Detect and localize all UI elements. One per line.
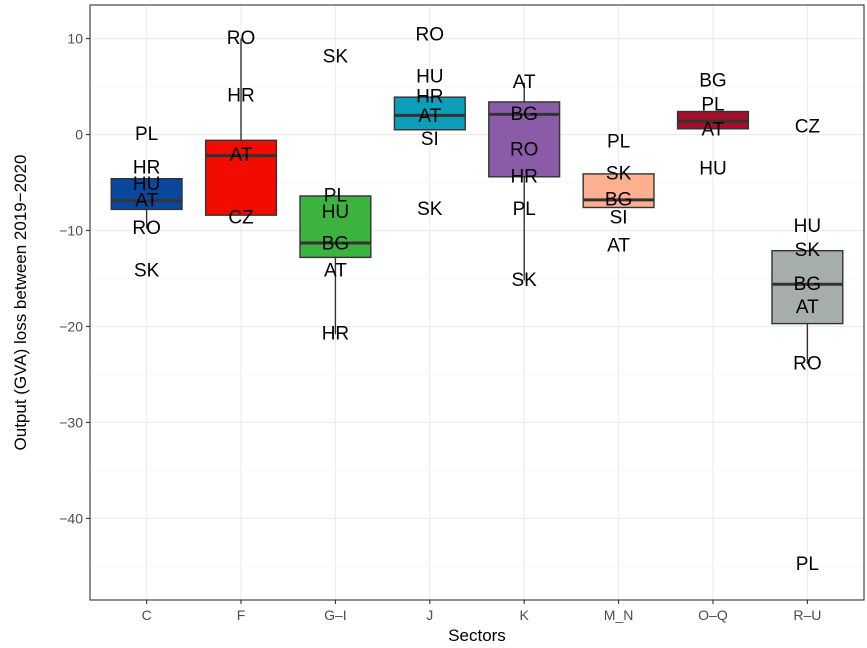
point-label-RO: RO (793, 353, 822, 374)
y-tick-label: −20 (59, 318, 83, 334)
y-tick-label: 0 (75, 127, 83, 143)
box-O–Q (676, 110, 750, 130)
point-label-CZ: CZ (228, 208, 254, 229)
point-label-HU: HU (133, 174, 160, 195)
x-tick-label: C (142, 607, 152, 623)
point-label-HR: HR (227, 86, 254, 107)
point-label-PL: PL (135, 124, 158, 145)
box-series (110, 38, 844, 364)
box-C (110, 178, 183, 229)
point-label-SI: SI (610, 208, 628, 229)
point-label-SK: SK (323, 46, 349, 67)
point-label-AT: AT (135, 190, 158, 211)
point-label-RO: RO (227, 28, 256, 49)
point-label-HU: HU (699, 159, 726, 180)
point-label-AT: AT (702, 119, 725, 140)
x-tick-label: R–U (793, 607, 821, 623)
point-label-HR: HR (510, 166, 537, 187)
box-body (299, 195, 372, 259)
point-label-RO: RO (416, 24, 445, 45)
point-label-HR: HR (322, 324, 349, 345)
y-tick-label: 10 (67, 31, 83, 47)
point-label-SK: SK (795, 240, 821, 261)
y-axis-title: Output (GVA) loss between 2019−2020 (11, 155, 30, 451)
point-label-HU: HU (322, 202, 349, 223)
x-tick-label: G–I (324, 607, 347, 623)
box-R–U (771, 249, 844, 364)
box-M_N (582, 173, 655, 209)
point-label-AT: AT (607, 235, 630, 256)
point-label-PL: PL (796, 554, 819, 575)
y-tick-label: −40 (59, 510, 83, 526)
x-axis-title: Sectors (448, 626, 506, 645)
point-label-PL: PL (701, 94, 724, 115)
box-K (488, 82, 561, 281)
box-body (393, 96, 466, 131)
plot-panel-border (89, 4, 865, 601)
box-body (771, 249, 844, 325)
point-label-SK: SK (606, 163, 632, 184)
point-label-SK: SK (512, 270, 538, 291)
x-tick-label: M_N (604, 607, 634, 623)
point-label-RO: RO (132, 218, 161, 239)
point-label-PL: PL (324, 185, 347, 206)
point-label-BG: BG (699, 70, 726, 91)
point-label-HR: HR (416, 87, 443, 108)
box-J (393, 96, 466, 131)
x-tick-label: J (426, 607, 433, 623)
point-labels: PLHRHUATROSKROHRATCZSKPLHUBGATHRROHUHRAT… (132, 24, 821, 575)
x-tick-label: F (237, 607, 246, 623)
point-label-SI: SI (421, 129, 439, 150)
grid-lines (90, 5, 864, 600)
point-label-HU: HU (416, 66, 443, 87)
point-label-HR: HR (133, 158, 160, 179)
point-label-RO: RO (510, 139, 539, 160)
point-label-AT: AT (324, 260, 347, 281)
point-label-AT: AT (796, 297, 819, 318)
box-body (204, 139, 278, 216)
x-tick-label: K (520, 607, 530, 623)
point-label-CZ: CZ (795, 116, 821, 137)
x-axis: C F G–I J K M_N O–Q R–U (142, 600, 821, 623)
point-label-BG: BG (794, 274, 821, 295)
point-label-AT: AT (230, 145, 253, 166)
point-label-PL: PL (513, 199, 536, 220)
point-label-BG: BG (322, 233, 349, 254)
point-label-SK: SK (134, 260, 160, 281)
box-F (204, 38, 278, 216)
box-body (582, 173, 655, 209)
point-label-BG: BG (605, 189, 632, 210)
x-tick-label: O–Q (698, 607, 728, 623)
box-body (110, 178, 183, 211)
point-label-AT: AT (418, 106, 441, 127)
box-G–I (299, 195, 372, 335)
point-label-SK: SK (417, 199, 443, 220)
point-label-PL: PL (607, 132, 630, 153)
point-label-BG: BG (510, 104, 537, 125)
y-axis: 10 0 −10 −20 −30 −40 (59, 31, 90, 526)
y-tick-label: −10 (59, 223, 83, 239)
point-label-AT: AT (513, 72, 536, 93)
point-label-HU: HU (794, 216, 821, 237)
y-tick-label: −30 (59, 414, 83, 430)
